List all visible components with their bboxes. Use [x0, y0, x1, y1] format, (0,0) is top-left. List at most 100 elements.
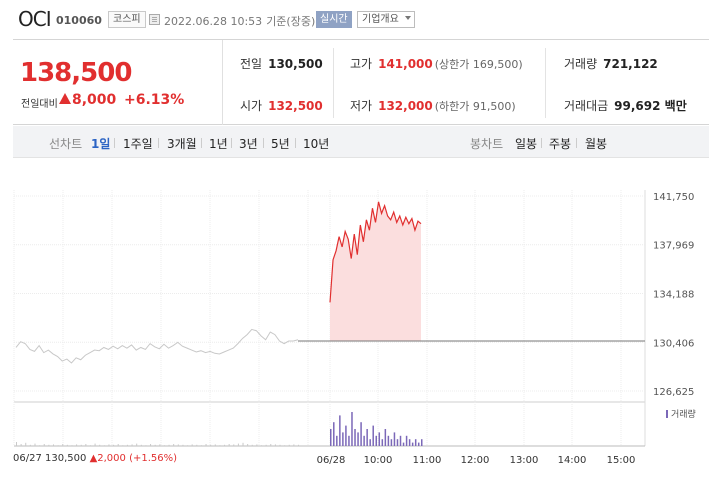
volume-bar	[103, 445, 105, 446]
volume-bar	[265, 444, 267, 446]
price-chart[interactable]: 141,750 137,969 134,188 130,406 126,625 06/2…	[0, 176, 709, 477]
tab-period-5y[interactable]: 5년	[271, 137, 290, 151]
change-amount: 8,000	[59, 92, 116, 108]
volume-bar	[237, 443, 239, 446]
stat-value: 99,692 백만	[614, 99, 687, 113]
volume-bar	[196, 444, 198, 446]
volume-bar	[387, 435, 390, 446]
prev-day-info: 06/27 130,500 ▲2,000 (+1.56%)	[13, 453, 177, 464]
x-tick-label: 15:00	[607, 455, 636, 466]
volume-bar	[399, 435, 402, 446]
volume-bar	[279, 444, 281, 446]
change-label: 전일대비	[21, 99, 58, 110]
series-line-today	[329, 201, 422, 303]
volume-bar	[224, 444, 226, 446]
volume-bar	[20, 444, 22, 446]
tab-candle-weekly[interactable]: 주봉	[549, 137, 572, 151]
tab-period-10y[interactable]: 10년	[303, 137, 330, 151]
volume-bar	[159, 444, 161, 446]
volume-bar	[381, 439, 384, 446]
volume-bar	[122, 445, 124, 446]
tab-period-3m[interactable]: 3개월	[167, 137, 197, 151]
volume-bar	[48, 444, 50, 446]
volume-bar	[140, 444, 142, 446]
upper-limit: (상한가 169,500)	[434, 58, 523, 71]
divider	[158, 138, 159, 148]
up-triangle-icon	[59, 93, 71, 104]
current-price: 138,500	[20, 58, 132, 88]
volume-bar	[117, 444, 119, 446]
volume-bar	[256, 444, 258, 446]
chart-grid	[13, 190, 646, 447]
stat-label: 거래량	[564, 57, 598, 71]
tab-candle-daily[interactable]: 일봉	[515, 137, 538, 151]
volume-legend: 거래량	[666, 407, 696, 420]
prev-change-value: 2,000	[97, 453, 126, 464]
stat-value: 132,500	[268, 99, 323, 113]
volume-bar	[339, 415, 341, 446]
divider	[295, 138, 296, 148]
volume-bar	[274, 444, 276, 446]
volume-bar	[354, 429, 356, 446]
stat-value: 132,000	[378, 99, 433, 113]
volume-bar	[57, 445, 59, 446]
volume-bar	[369, 439, 371, 446]
volume-bar	[333, 422, 335, 446]
y-tick-label: 134,188	[653, 289, 694, 300]
volume-bar	[214, 444, 216, 446]
y-axis-ticks: 141,750 137,969 134,188 130,406 126,625	[653, 192, 694, 398]
company-info-dropdown[interactable]: 기업개요	[357, 11, 415, 28]
volume-bar	[62, 444, 64, 446]
divider	[545, 48, 546, 118]
lower-limit: (하한가 91,500)	[434, 100, 516, 113]
x-tick-label: 14:00	[558, 455, 587, 466]
volume-bar	[76, 444, 78, 446]
y-tick-label: 137,969	[653, 241, 694, 252]
y-tick-label: 130,406	[653, 338, 694, 349]
volume-bar	[108, 444, 110, 446]
volume-bar	[414, 439, 417, 446]
quote-datetime: 2022.06.28 10:53 기준(장중)	[164, 13, 315, 29]
tab-period-3y[interactable]: 3년	[239, 137, 258, 151]
chart-lines	[15, 201, 645, 364]
stat-value: 130,500	[268, 57, 323, 71]
change-amount-value: 8,000	[72, 92, 117, 108]
tab-period-1y[interactable]: 1년	[209, 137, 228, 151]
volume-bar	[25, 442, 27, 446]
y-tick-label: 126,625	[653, 387, 694, 398]
stock-code: 010060	[56, 14, 102, 27]
quote-summary: 138,500 전일대비 8,000 +6.13% 전일 130,500 고가 14…	[13, 39, 709, 125]
stat-label: 저가	[350, 99, 373, 113]
volume-bar	[357, 432, 359, 446]
stat-volume: 거래량 721,122	[564, 55, 658, 72]
volume-bar	[375, 435, 377, 446]
volume-bar	[402, 442, 405, 446]
stat-value: 721,122	[603, 57, 658, 71]
volume-bar	[348, 435, 350, 446]
tab-candle-monthly[interactable]: 월봉	[585, 137, 608, 151]
volume-bar	[210, 444, 212, 446]
stat-label: 거래대금	[564, 99, 609, 113]
divider	[576, 138, 577, 148]
volume-bar	[52, 444, 54, 446]
prev-price: 130,500	[45, 453, 87, 464]
stat-high: 고가 141,000 (상한가 169,500)	[350, 55, 523, 72]
volume-bar	[43, 444, 45, 446]
datetime-value: 2022.06.28 10:53	[164, 15, 263, 28]
realtime-button[interactable]: 실시간	[316, 11, 352, 28]
volume-bar	[288, 444, 290, 446]
stat-open: 시가 132,500	[240, 97, 323, 114]
prev-rate: (+1.56%)	[129, 453, 178, 464]
tab-period-1d[interactable]: 1일	[91, 137, 111, 151]
divider	[114, 138, 115, 148]
volume-bar	[66, 444, 68, 446]
tab-period-1w[interactable]: 1주일	[123, 137, 153, 151]
volume-bar	[71, 445, 73, 446]
volume-bar	[219, 445, 221, 446]
volume-bar	[200, 445, 202, 446]
volume-bar	[372, 425, 374, 446]
price-panel: 138,500 전일대비 8,000 +6.13%	[13, 40, 223, 125]
volume-bar	[405, 435, 408, 446]
volume-bar	[284, 445, 286, 446]
prev-date: 06/27	[13, 453, 42, 464]
